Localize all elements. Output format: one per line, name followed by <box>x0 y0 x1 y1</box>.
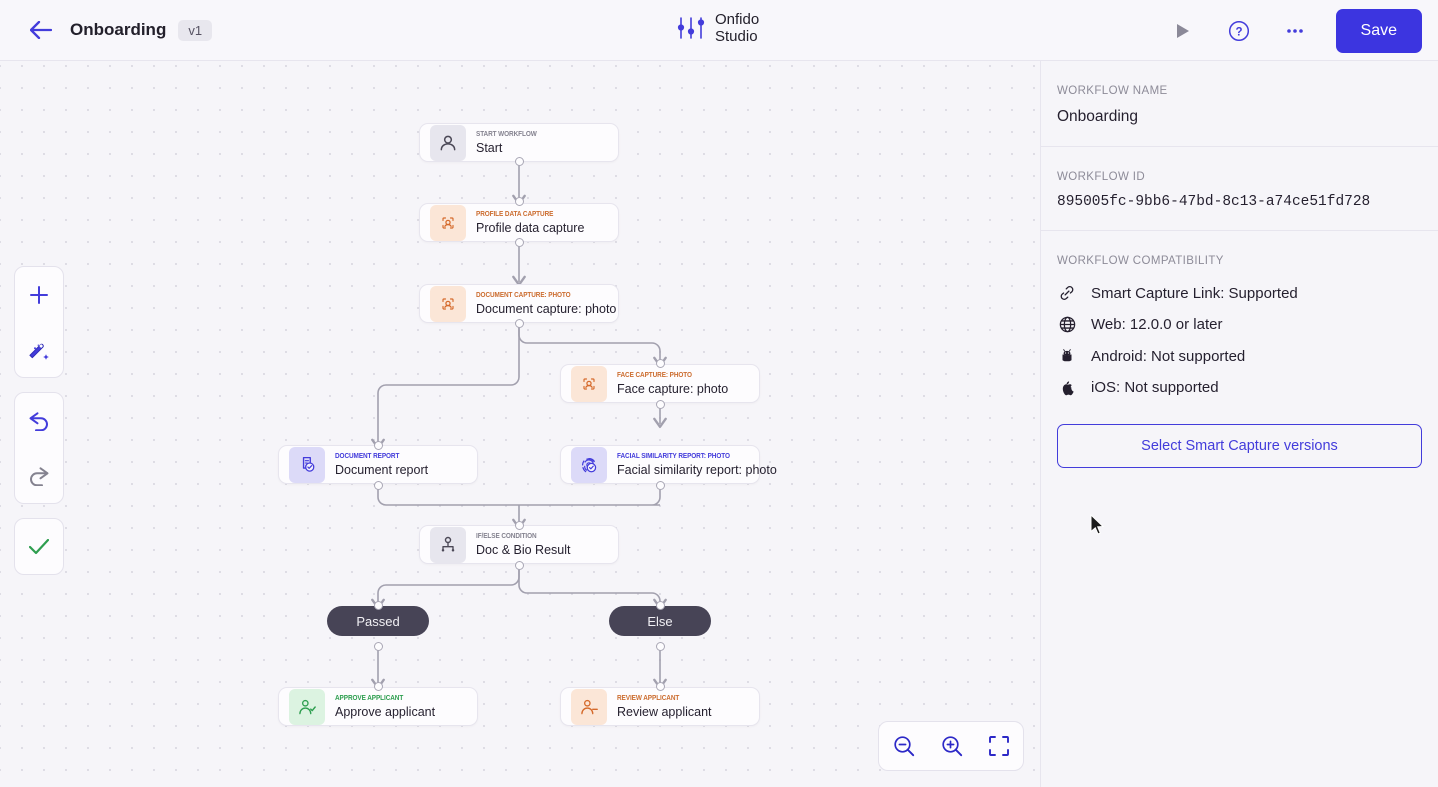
svg-text:?: ? <box>1235 26 1242 38</box>
